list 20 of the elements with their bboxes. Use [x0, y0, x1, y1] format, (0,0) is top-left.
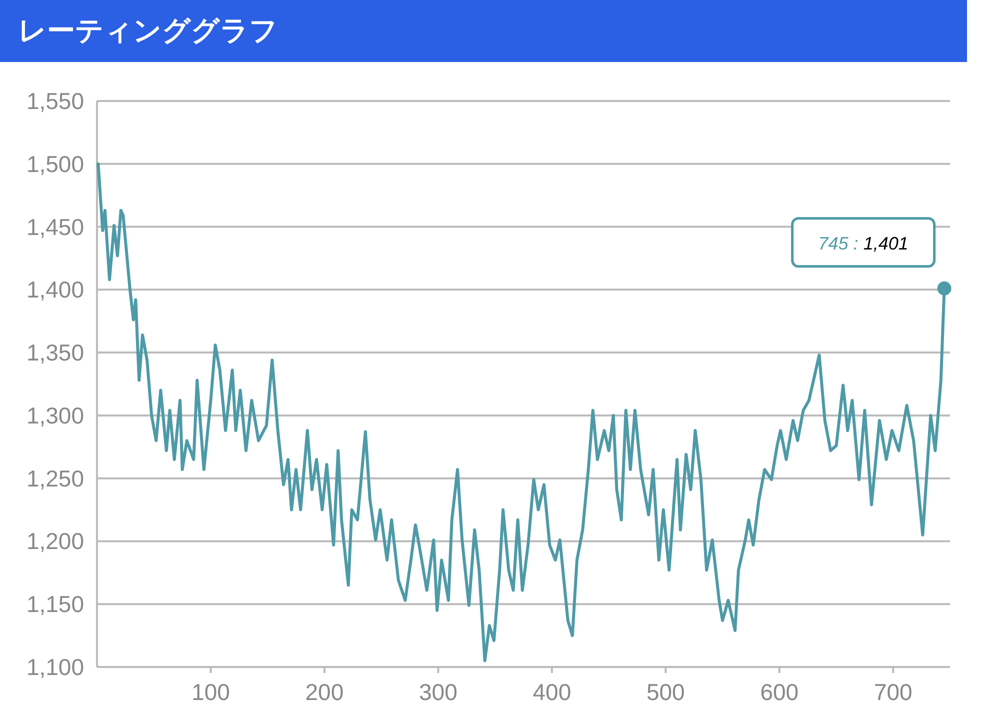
y-tick-label: 1,400 — [26, 276, 84, 303]
annotation: 745 : 1,401 — [791, 217, 952, 296]
x-tick-label: 100 — [192, 679, 230, 705]
y-tick-label: 1,500 — [26, 150, 84, 177]
y-tick-label: 1,200 — [26, 528, 84, 554]
x-tick-label: 200 — [305, 679, 344, 705]
x-tick-label: 600 — [760, 679, 799, 705]
title: レーティンググラフ — [18, 15, 278, 46]
x-tick-label: 500 — [646, 679, 685, 705]
y-tick-label: 1,150 — [26, 591, 84, 618]
x-tick-label: 700 — [874, 679, 912, 705]
y-tick-label: 1,550 — [26, 88, 84, 114]
y-tick-label: 1,300 — [26, 402, 84, 428]
y-tick-label: 1,350 — [26, 340, 84, 366]
annotation: 745 : 1,401 — [818, 233, 908, 254]
x-tick-label: 300 — [419, 679, 458, 705]
y-tick-label: 1,450 — [26, 214, 84, 240]
x-tick-label: 400 — [532, 679, 572, 705]
y-tick-label: 1,250 — [26, 465, 84, 492]
y-tick-label: 1,100 — [26, 654, 84, 680]
